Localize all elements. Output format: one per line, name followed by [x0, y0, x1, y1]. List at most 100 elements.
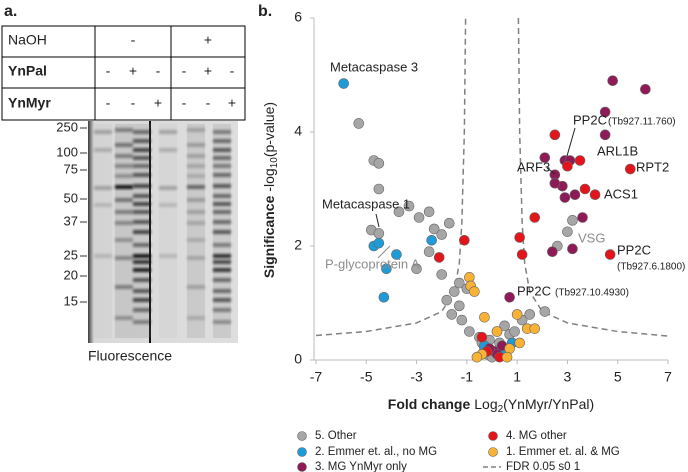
point: [511, 309, 523, 320]
annotation: PP2C: [517, 283, 551, 298]
gel-caption: Fluorescence: [88, 348, 172, 364]
annotation-detail: (Tb927.11.760): [608, 117, 676, 128]
marker-label: 37: [64, 213, 78, 228]
band: [213, 260, 231, 264]
band: [133, 243, 151, 247]
band: [133, 210, 151, 214]
band: [187, 210, 205, 214]
annotation: PP2C: [617, 242, 651, 257]
point: [459, 235, 470, 246]
band: [187, 154, 205, 158]
table-cell: -: [206, 95, 211, 111]
y-tick-label: 4: [294, 123, 302, 139]
x-tick-label: 5: [614, 369, 622, 385]
x-label-part: 2: [498, 404, 504, 415]
legend-swatch: [297, 431, 307, 441]
y-label-part: -log: [261, 168, 277, 191]
point: [562, 160, 573, 172]
band: [133, 230, 151, 234]
x-label-part: Log: [474, 396, 497, 412]
table-cell: +: [204, 63, 212, 79]
band: [213, 320, 231, 324]
legend-label: 5. Other: [315, 430, 357, 442]
band: [133, 308, 151, 312]
row-label: YnPal: [8, 63, 47, 79]
point: [446, 309, 458, 320]
point: [393, 206, 405, 218]
row-label: NaOH: [8, 32, 47, 48]
band: [213, 139, 231, 143]
point: [549, 178, 561, 189]
point: [436, 269, 448, 280]
annotation-leader: [566, 127, 576, 157]
point: [509, 326, 520, 337]
band: [94, 148, 112, 152]
band: [94, 203, 112, 207]
table-cell: -: [156, 63, 161, 79]
x-tick-label: 7: [664, 369, 672, 385]
point: [433, 252, 445, 263]
table-cell: +: [154, 95, 162, 111]
band: [213, 220, 231, 224]
legend-swatch: [488, 447, 498, 457]
gel-image: [88, 121, 238, 343]
band: [213, 194, 231, 198]
band: [159, 186, 177, 190]
band: [187, 143, 205, 147]
band: [213, 202, 231, 206]
band: [213, 164, 231, 168]
point: [547, 246, 558, 257]
band: [133, 298, 151, 302]
table-cell: -: [106, 63, 111, 79]
y-tick-label: 0: [294, 351, 302, 367]
point: [607, 75, 618, 86]
x-tick-label: -5: [360, 369, 373, 385]
x-tick-label: 3: [564, 369, 572, 385]
band: [187, 164, 205, 168]
band: [213, 243, 231, 247]
band: [94, 186, 112, 190]
band: [213, 268, 231, 272]
x-tick-label: -3: [410, 369, 423, 385]
point: [411, 263, 422, 275]
annotation: ARL1B: [597, 143, 638, 158]
point: [539, 152, 551, 163]
band: [133, 173, 151, 177]
band: [115, 143, 133, 147]
point: [524, 309, 536, 320]
band: [115, 256, 133, 260]
x-label-part: (YnMyr/YnPal): [503, 396, 594, 412]
point: [373, 228, 385, 239]
annotation-leader: [375, 213, 380, 228]
point: [514, 232, 525, 243]
table-cell: +: [129, 63, 137, 79]
marker-label: 15: [64, 293, 78, 308]
band: [94, 254, 112, 258]
point: [504, 291, 515, 303]
legend-label: 3. MG YnMyr only: [315, 461, 407, 472]
point: [413, 212, 425, 223]
legend-label: FDR 0.05 s0 1: [506, 461, 580, 472]
band: [133, 194, 151, 198]
point: [589, 189, 601, 200]
marker-label: 100: [56, 144, 78, 159]
point: [579, 183, 591, 195]
point: [428, 223, 440, 235]
band: [133, 278, 151, 282]
legend-label: 4. MG other: [506, 430, 567, 442]
marker-label: 75: [64, 161, 78, 176]
band: [133, 164, 151, 168]
point: [499, 320, 510, 332]
band: [159, 130, 177, 134]
table-cell: -: [106, 95, 111, 111]
y-label-part: Significance: [261, 195, 277, 278]
band: [133, 320, 151, 324]
condition-table: [1, 25, 246, 121]
point: [599, 129, 611, 141]
band: [159, 203, 177, 207]
point: [464, 326, 475, 337]
point: [353, 118, 365, 129]
panel-label: a.: [4, 3, 17, 20]
annotation-leader: [377, 245, 391, 259]
point: [549, 129, 561, 141]
